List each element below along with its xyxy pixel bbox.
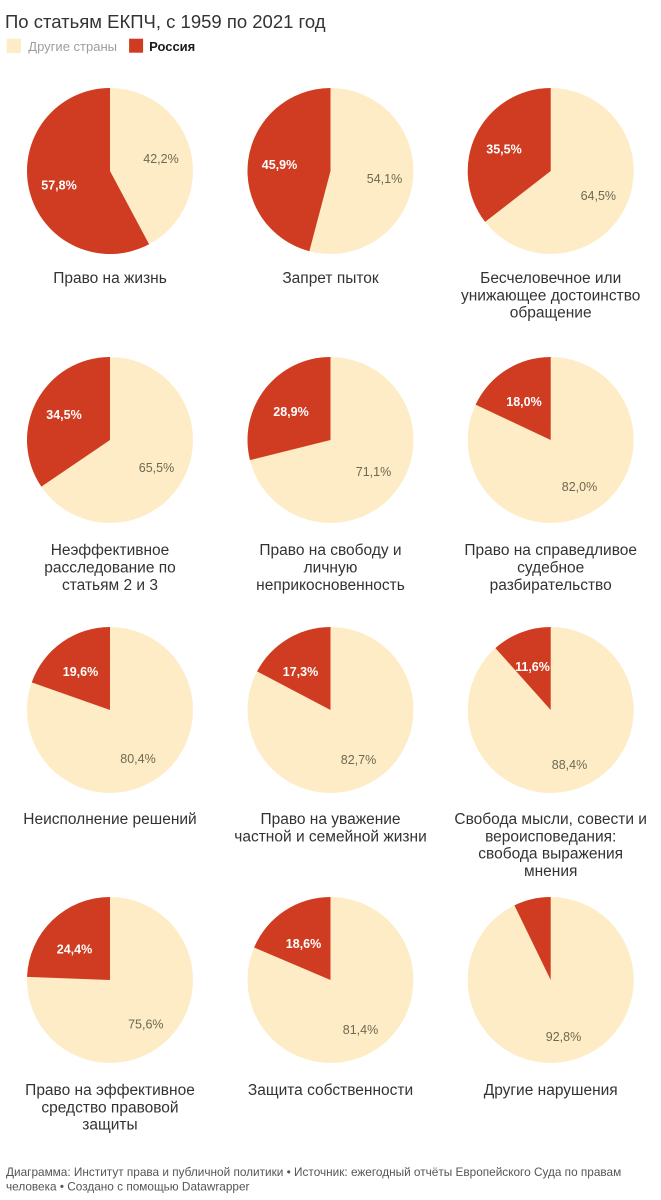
svg-text:вероисповедания:: вероисповедания: xyxy=(485,828,616,845)
svg-text:42,2%: 42,2% xyxy=(143,152,178,166)
svg-text:Защита собственности: Защита собственности xyxy=(248,1082,413,1099)
svg-text:17,3%: 17,3% xyxy=(283,665,318,679)
svg-text:Право на жизнь: Право на жизнь xyxy=(53,270,167,287)
svg-text:Бесчеловечное или: Бесчеловечное или xyxy=(480,270,621,287)
svg-text:По статьям ЕКПЧ, с 1959 по 202: По статьям ЕКПЧ, с 1959 по 2021 год xyxy=(5,11,326,32)
svg-text:Право на уважение: Право на уважение xyxy=(260,811,400,828)
svg-text:защиты: защиты xyxy=(82,1117,137,1134)
svg-text:мнения: мнения xyxy=(524,863,577,880)
svg-text:80,4%: 80,4% xyxy=(120,752,155,766)
svg-text:57,8%: 57,8% xyxy=(41,179,76,193)
svg-text:82,0%: 82,0% xyxy=(562,480,597,494)
svg-text:Другие нарушения: Другие нарушения xyxy=(484,1082,618,1099)
svg-text:Неэффективное: Неэффективное xyxy=(51,542,170,559)
svg-text:82,7%: 82,7% xyxy=(341,753,376,767)
svg-text:75,6%: 75,6% xyxy=(128,1017,163,1031)
svg-text:Россия: Россия xyxy=(149,39,195,54)
svg-text:54,1%: 54,1% xyxy=(367,172,402,186)
svg-text:19,6%: 19,6% xyxy=(63,665,98,679)
svg-text:Диаграмма: Институт права и пу: Диаграмма: Институт права и публичной по… xyxy=(6,1165,621,1179)
svg-text:унижающее достоинство: унижающее достоинство xyxy=(461,287,640,304)
svg-text:человека • Создано с помощью D: человека • Создано с помощью Datawrapper xyxy=(6,1180,250,1194)
svg-text:судебное: судебное xyxy=(517,560,584,577)
svg-text:11,6%: 11,6% xyxy=(515,660,550,674)
svg-text:81,4%: 81,4% xyxy=(343,1023,378,1037)
svg-text:35,5%: 35,5% xyxy=(486,143,521,157)
svg-text:Право на свободу и: Право на свободу и xyxy=(259,542,401,559)
svg-text:обращение: обращение xyxy=(510,305,592,322)
svg-text:личную: личную xyxy=(304,560,358,577)
svg-text:92,8%: 92,8% xyxy=(546,1030,581,1044)
svg-text:71,1%: 71,1% xyxy=(356,465,391,479)
svg-text:частной и семейной жизни: частной и семейной жизни xyxy=(234,828,426,845)
svg-text:24,4%: 24,4% xyxy=(57,942,92,956)
svg-text:расследование по: расследование по xyxy=(44,560,176,577)
svg-text:неприкосновенность: неприкосновенность xyxy=(256,577,405,594)
svg-text:88,4%: 88,4% xyxy=(552,758,587,772)
svg-text:18,0%: 18,0% xyxy=(506,395,541,409)
svg-text:Свобода мысли, совести и: Свобода мысли, совести и xyxy=(454,811,647,828)
svg-text:свобода выражения: свобода выражения xyxy=(478,846,623,863)
svg-text:45,9%: 45,9% xyxy=(262,158,297,172)
svg-text:Неисполнение решений: Неисполнение решений xyxy=(23,811,196,828)
svg-text:Другие страны: Другие страны xyxy=(28,39,117,54)
svg-text:Право на эффективное: Право на эффективное xyxy=(25,1082,195,1099)
svg-text:разбирательство: разбирательство xyxy=(490,577,612,594)
svg-text:28,9%: 28,9% xyxy=(273,405,308,419)
svg-text:статьям 2 и 3: статьям 2 и 3 xyxy=(62,577,158,594)
svg-text:65,5%: 65,5% xyxy=(139,461,174,475)
svg-text:Запрет пыток: Запрет пыток xyxy=(282,270,379,287)
svg-text:18,6%: 18,6% xyxy=(286,937,321,951)
svg-text:64,5%: 64,5% xyxy=(581,189,616,203)
svg-text:34,5%: 34,5% xyxy=(46,408,81,422)
svg-text:Право на справедливое: Право на справедливое xyxy=(464,542,637,559)
svg-text:средство правовой: средство правовой xyxy=(41,1099,178,1116)
